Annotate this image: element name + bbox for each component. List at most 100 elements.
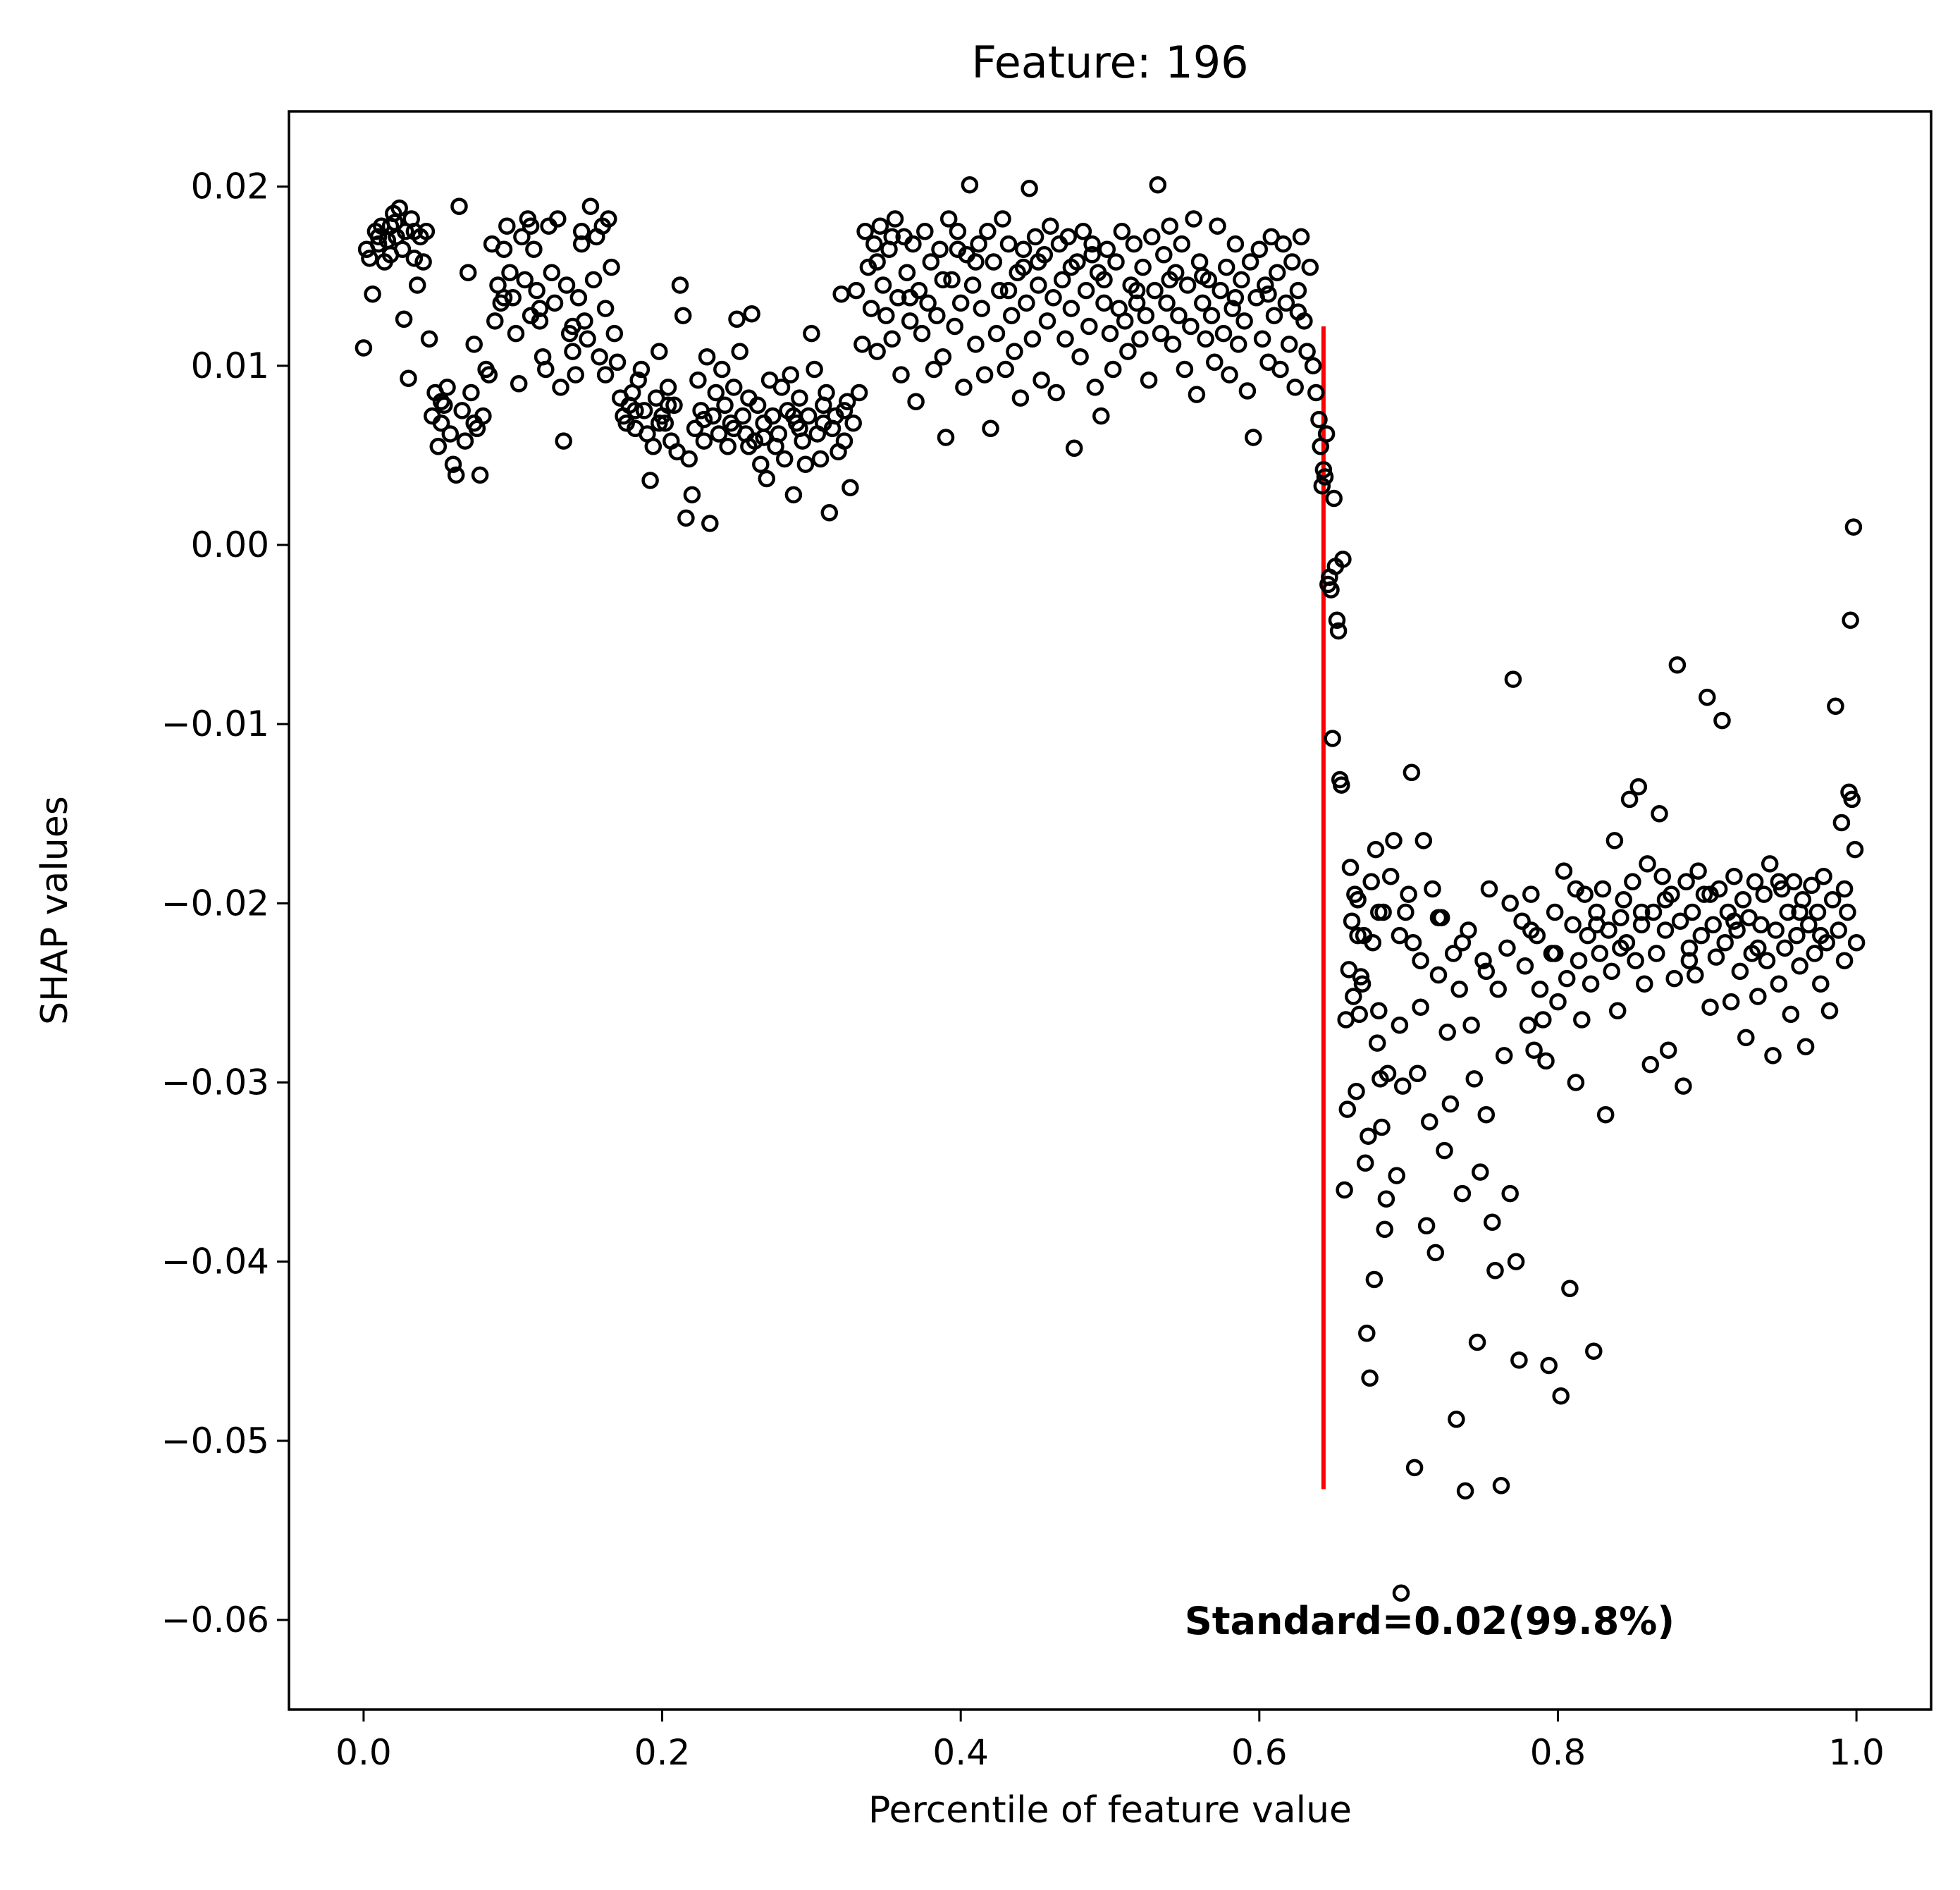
data-point (1361, 1369, 1379, 1387)
data-point (1042, 217, 1059, 235)
data-point (868, 343, 886, 360)
data-point (1791, 957, 1808, 975)
data-point (931, 240, 949, 258)
data-point (1014, 240, 1033, 258)
data-point (1675, 1077, 1692, 1095)
data-point (1722, 993, 1740, 1011)
data-point (934, 348, 952, 366)
data-point (1659, 1041, 1677, 1059)
data-point (1161, 271, 1178, 289)
data-point (755, 429, 772, 446)
data-point (1808, 903, 1827, 921)
data-point (1014, 258, 1033, 276)
data-point (1047, 383, 1065, 402)
data-point (937, 429, 955, 446)
data-point (1329, 622, 1348, 640)
data-point (1489, 981, 1507, 998)
data-point (1746, 873, 1764, 891)
data-point (740, 438, 758, 455)
data-point (1033, 371, 1050, 389)
data-point (1785, 873, 1803, 891)
data-point (916, 223, 934, 240)
data-point (811, 450, 830, 468)
data-point (1412, 998, 1429, 1016)
data-point (1194, 267, 1212, 286)
data-point (1842, 611, 1859, 630)
data-point (1591, 945, 1609, 962)
data-point (1307, 383, 1325, 402)
x-tick-label: 1.0 (1828, 1732, 1885, 1773)
data-point (504, 289, 522, 307)
data-point (898, 264, 916, 281)
data-point (1107, 253, 1125, 271)
data-point (1176, 360, 1194, 379)
data-point (919, 294, 937, 312)
data-point (748, 396, 767, 415)
data-point (1513, 912, 1531, 930)
data-point (381, 217, 400, 235)
data-point (465, 414, 483, 432)
data-point (818, 383, 835, 402)
data-point (901, 289, 919, 307)
data-point (471, 466, 489, 484)
data-point (772, 379, 791, 396)
data-point (1612, 909, 1629, 926)
data-point (1605, 832, 1624, 849)
data-point (420, 330, 438, 348)
data-point (395, 310, 413, 329)
data-point (1846, 840, 1864, 859)
y-tick-label: −0.03 (161, 1062, 269, 1103)
data-point (939, 210, 958, 228)
data-point (641, 472, 659, 489)
data-point (1373, 1118, 1391, 1136)
data-point (1450, 981, 1468, 998)
data-point (1737, 1029, 1755, 1047)
data-point (1333, 776, 1350, 794)
data-point (1341, 859, 1360, 876)
data-point (390, 199, 408, 217)
y-tick-label: −0.06 (161, 1600, 269, 1640)
data-point (949, 223, 967, 240)
data-point (1349, 891, 1367, 909)
data-point (1761, 855, 1779, 873)
data-point (596, 300, 615, 317)
data-point (862, 300, 880, 317)
data-point (1770, 873, 1788, 891)
data-point (1155, 246, 1173, 264)
data-point (1558, 969, 1576, 988)
data-point (572, 223, 591, 240)
data-point (844, 414, 862, 432)
data-point (1338, 1100, 1357, 1118)
data-point (1582, 975, 1600, 993)
data-point (985, 253, 1003, 271)
data-point (1059, 228, 1077, 246)
data-point (1161, 217, 1178, 235)
data-point (1519, 1016, 1537, 1034)
data-point (1567, 1074, 1585, 1091)
data-point (883, 330, 901, 348)
data-point (1233, 271, 1250, 289)
data-point (1095, 294, 1113, 312)
data-point (1731, 962, 1749, 981)
data-point (922, 253, 940, 271)
data-point (695, 410, 713, 429)
data-point (1352, 968, 1370, 986)
data-point (1486, 1262, 1504, 1280)
data-point (963, 276, 982, 294)
data-point (459, 264, 477, 281)
data-point (1194, 294, 1212, 312)
data-point (564, 343, 581, 360)
data-point (1071, 348, 1089, 366)
data-point (1429, 966, 1448, 984)
data-point (1214, 324, 1233, 343)
data-point (1241, 253, 1259, 271)
data-point (1426, 1244, 1445, 1262)
data-point (1018, 294, 1035, 312)
data-point (1224, 300, 1241, 317)
data-point (579, 330, 596, 348)
data-point (1438, 1024, 1456, 1041)
data-point (975, 366, 994, 383)
data-point (480, 366, 498, 383)
data-point (719, 438, 736, 455)
data-point (770, 425, 788, 443)
